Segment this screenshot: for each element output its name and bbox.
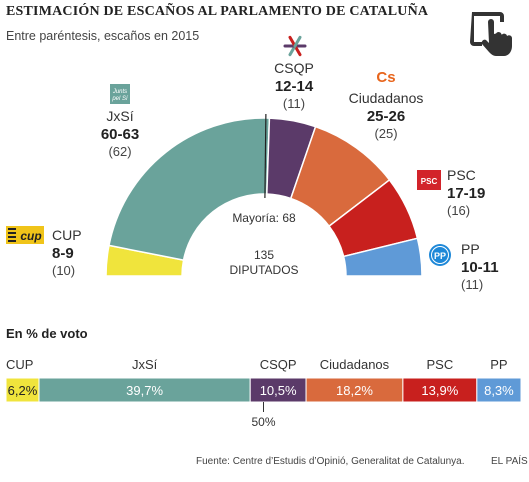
pp-seats-2015: (11)	[461, 277, 483, 292]
jxsí-seats-2015: (62)	[108, 144, 131, 159]
csqp-seats-2015: (11)	[283, 96, 305, 111]
majority-line	[264, 114, 267, 199]
ciudadanos-name-label: Ciudadanos	[349, 90, 424, 106]
svg-text:PSC: PSC	[421, 177, 438, 186]
vote-category-pp: PP	[490, 357, 507, 372]
pp-name-label: PP	[461, 241, 480, 257]
pp-seat-estimate: 10-11	[461, 259, 499, 276]
vote-bar-pp	[476, 377, 522, 403]
vote-value-csqp: 10,5%	[260, 383, 297, 398]
vote-value-cup: 6,2%	[8, 383, 38, 398]
psc-logo: PSC	[417, 170, 441, 190]
cup-logo: cup	[6, 226, 44, 244]
hemicycle-segment-pp	[342, 237, 423, 277]
hemicycle-segment-jxsí	[108, 117, 271, 261]
svg-text:pel Sí: pel Sí	[111, 96, 129, 102]
cup-seats-2015: (10)	[52, 263, 75, 278]
svg-text:cup: cup	[20, 229, 41, 243]
csqp-seat-estimate: 12-14	[275, 78, 314, 95]
svg-text:PP: PP	[434, 251, 446, 261]
vote-bar-ciudadanos	[305, 377, 404, 403]
vote-share-bar: 6,2% CUP 39,7% JxSí 10,5% CSQP 18,2% Ciudadanos…	[5, 357, 522, 429]
psc-seats-2015: (16)	[447, 203, 470, 218]
hemicycle-chart	[105, 114, 423, 277]
vote-value-ciudadanos: 18,2%	[336, 383, 373, 398]
total-seats-label: DIPUTADOS	[229, 263, 298, 277]
vote-bar-cup	[5, 377, 40, 403]
ciudadanos-seats-2015: (25)	[374, 126, 397, 141]
vote-value-jxsí: 39,7%	[126, 383, 163, 398]
chart-subtitle: Entre paréntesis, escaños en 2015	[6, 29, 200, 43]
jxsí-name-label: JxSí	[106, 108, 133, 124]
majority-label: Mayoría: 68	[232, 211, 296, 225]
brand-label: EL PAÍS	[491, 456, 528, 467]
psc-name-label: PSC	[447, 167, 476, 183]
total-seats-number: 135	[254, 248, 274, 262]
pp-logo: PP	[429, 244, 451, 266]
hemicycle-center: 135 DIPUTADOS Mayoría: 68	[229, 211, 298, 277]
vote-value-pp: 8,3%	[484, 383, 514, 398]
chart-title: ESTIMACIÓN DE ESCAÑOS AL PARLAMENTO DE C…	[6, 4, 429, 19]
vote-section-title: En % de voto	[6, 326, 88, 341]
ciudadanos-seat-estimate: 25-26	[367, 108, 405, 125]
ciudadanos-logo: Cs	[376, 69, 395, 86]
vote-category-jxsí: JxSí	[132, 357, 158, 372]
vote-category-csqp: CSQP	[260, 357, 297, 372]
svg-text:Junts: Junts	[112, 89, 127, 95]
cup-seat-estimate: 8-9	[52, 245, 74, 262]
midline-label: 50%	[251, 415, 275, 429]
jxsí-seat-estimate: 60-63	[101, 126, 139, 143]
psc-seat-estimate: 17-19	[447, 185, 485, 202]
vote-category-cup: CUP	[6, 357, 33, 372]
vote-bar-psc	[402, 377, 478, 403]
vote-category-ciudadanos: Ciudadanos	[320, 357, 390, 372]
vote-value-psc: 13,9%	[421, 383, 458, 398]
cup-name-label: CUP	[52, 227, 82, 243]
hand-pointer-icon[interactable]	[470, 10, 514, 58]
source-note: Fuente: Centre d’Estudis d’Opinió, Gener…	[196, 456, 465, 467]
vote-bar-jxsí	[38, 377, 251, 403]
vote-bar-csqp	[249, 377, 307, 403]
csqp-name-label: CSQP	[274, 60, 314, 76]
vote-category-psc: PSC	[426, 357, 453, 372]
csqp-logo	[283, 35, 307, 57]
svg-text:Cs: Cs	[376, 69, 395, 86]
